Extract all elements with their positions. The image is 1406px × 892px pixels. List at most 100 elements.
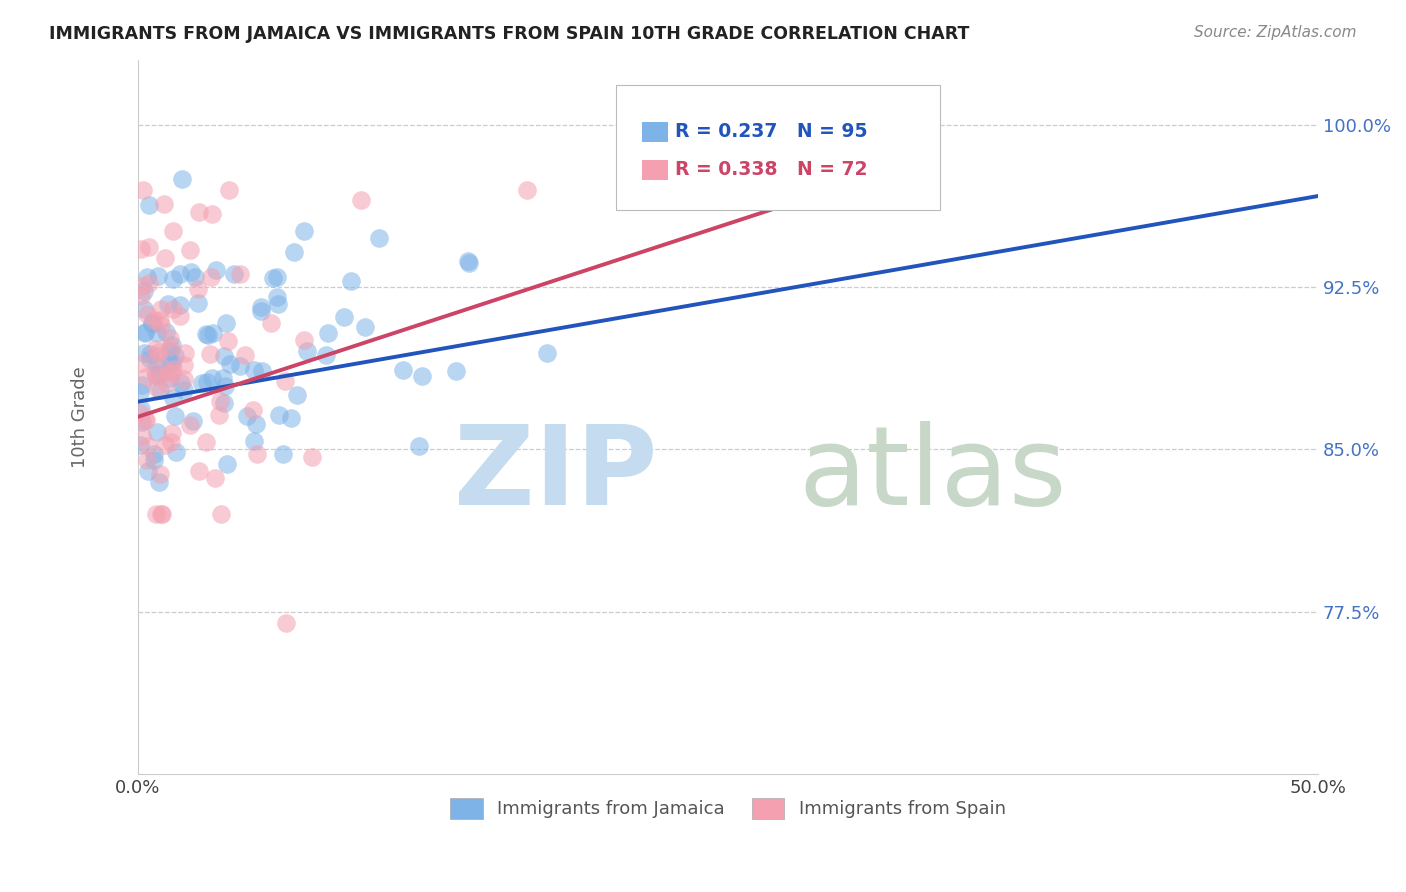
Text: ZIP: ZIP xyxy=(454,420,657,527)
Point xyxy=(208,393,231,408)
Point xyxy=(134,326,156,340)
Point xyxy=(136,439,159,453)
Point xyxy=(316,326,339,340)
Point xyxy=(444,364,467,378)
Point xyxy=(229,267,252,281)
Point xyxy=(149,508,172,522)
Point xyxy=(191,376,214,391)
Point xyxy=(141,317,163,331)
Point xyxy=(169,310,191,324)
Text: atlas: atlas xyxy=(799,420,1067,527)
Point xyxy=(163,409,186,423)
Point xyxy=(129,289,152,303)
Point xyxy=(129,401,152,416)
Point xyxy=(148,475,170,489)
Point xyxy=(145,381,167,395)
Legend: Immigrants from Jamaica, Immigrants from Spain: Immigrants from Jamaica, Immigrants from… xyxy=(443,790,1012,826)
Point xyxy=(134,413,156,427)
Point xyxy=(391,363,413,377)
Point xyxy=(153,252,176,266)
Point xyxy=(159,331,181,345)
Point xyxy=(138,240,160,254)
Point xyxy=(233,348,256,362)
Point xyxy=(131,429,153,443)
Point xyxy=(141,316,163,330)
Point xyxy=(536,346,558,360)
Bar xyxy=(641,122,668,142)
Point xyxy=(201,326,224,340)
Point xyxy=(134,346,156,360)
Point xyxy=(294,223,316,237)
Point xyxy=(222,267,245,281)
Point xyxy=(242,362,264,376)
Point xyxy=(159,340,181,354)
Point xyxy=(146,326,169,340)
Point xyxy=(287,388,309,402)
Point xyxy=(136,307,159,321)
Point xyxy=(162,366,184,380)
Point xyxy=(153,438,176,452)
Point xyxy=(169,298,191,312)
Point xyxy=(132,182,155,196)
Point xyxy=(145,343,167,357)
Point xyxy=(143,365,166,379)
Point xyxy=(145,368,167,382)
Point xyxy=(197,328,219,343)
Point xyxy=(212,396,235,410)
Point xyxy=(145,508,167,522)
Point xyxy=(349,193,371,207)
Point xyxy=(142,447,165,461)
Point xyxy=(209,508,232,522)
Point xyxy=(139,347,162,361)
Point xyxy=(148,349,170,363)
Point xyxy=(211,370,233,384)
Bar xyxy=(641,160,668,179)
Point xyxy=(187,205,209,219)
FancyBboxPatch shape xyxy=(616,85,941,210)
Point xyxy=(201,207,224,221)
Point xyxy=(229,359,252,373)
Point xyxy=(159,343,181,358)
Point xyxy=(135,413,157,427)
Point xyxy=(194,434,217,449)
Point xyxy=(160,435,183,450)
Point xyxy=(218,183,240,197)
Point xyxy=(149,467,172,481)
Point xyxy=(411,368,433,383)
Point xyxy=(217,458,239,472)
Point xyxy=(242,403,264,417)
Point xyxy=(180,264,202,278)
Point xyxy=(160,356,183,370)
Point xyxy=(146,358,169,372)
Point xyxy=(131,415,153,429)
Point xyxy=(250,364,273,378)
Point xyxy=(179,244,201,258)
Point xyxy=(250,303,273,318)
Point xyxy=(516,182,538,196)
Point xyxy=(135,270,157,285)
Point xyxy=(155,326,177,340)
Point xyxy=(170,376,193,391)
Point xyxy=(245,417,267,431)
Point xyxy=(457,255,479,269)
Point xyxy=(173,346,195,360)
Point xyxy=(235,409,257,423)
Point xyxy=(146,370,169,384)
Y-axis label: 10th Grade: 10th Grade xyxy=(72,366,89,467)
Point xyxy=(173,372,195,386)
Point xyxy=(187,296,209,310)
Point xyxy=(187,464,209,478)
Point xyxy=(135,453,157,467)
Point xyxy=(271,447,294,461)
Point xyxy=(157,365,180,379)
Point xyxy=(138,198,160,212)
Point xyxy=(131,378,153,392)
Point xyxy=(266,290,288,304)
Text: Source: ZipAtlas.com: Source: ZipAtlas.com xyxy=(1194,25,1357,40)
Point xyxy=(129,242,152,256)
Point xyxy=(184,270,207,285)
Point xyxy=(169,267,191,281)
Point xyxy=(262,270,284,285)
Point xyxy=(134,326,156,340)
Point xyxy=(292,333,315,347)
